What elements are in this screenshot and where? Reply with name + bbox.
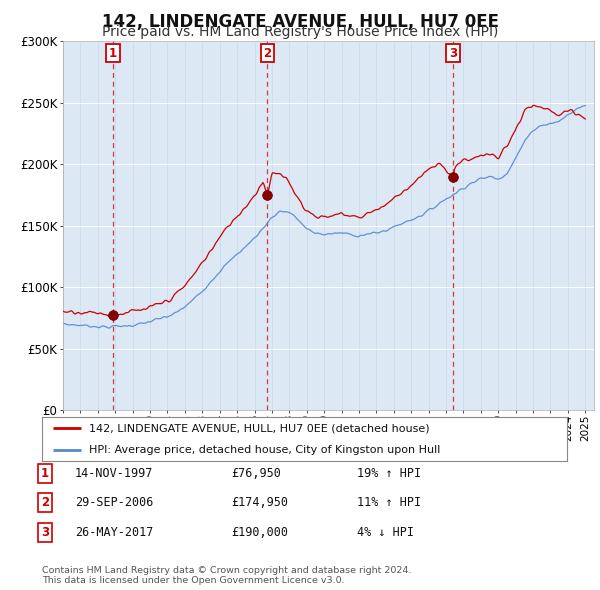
Text: £76,950: £76,950: [231, 467, 281, 480]
Text: 2: 2: [41, 496, 49, 509]
Text: 142, LINDENGATE AVENUE, HULL, HU7 0EE (detached house): 142, LINDENGATE AVENUE, HULL, HU7 0EE (d…: [89, 423, 430, 433]
Text: 3: 3: [449, 47, 457, 60]
Text: Price paid vs. HM Land Registry's House Price Index (HPI): Price paid vs. HM Land Registry's House …: [102, 25, 498, 39]
Text: 1: 1: [109, 47, 117, 60]
Text: 1: 1: [41, 467, 49, 480]
Text: 26-MAY-2017: 26-MAY-2017: [75, 526, 154, 539]
Text: £190,000: £190,000: [231, 526, 288, 539]
Text: £174,950: £174,950: [231, 496, 288, 509]
Text: HPI: Average price, detached house, City of Kingston upon Hull: HPI: Average price, detached house, City…: [89, 445, 440, 455]
Text: Contains HM Land Registry data © Crown copyright and database right 2024.
This d: Contains HM Land Registry data © Crown c…: [42, 566, 412, 585]
Text: 142, LINDENGATE AVENUE, HULL, HU7 0EE: 142, LINDENGATE AVENUE, HULL, HU7 0EE: [101, 13, 499, 31]
Text: 29-SEP-2006: 29-SEP-2006: [75, 496, 154, 509]
Text: 3: 3: [41, 526, 49, 539]
Text: 19% ↑ HPI: 19% ↑ HPI: [357, 467, 421, 480]
Text: 14-NOV-1997: 14-NOV-1997: [75, 467, 154, 480]
Text: 2: 2: [263, 47, 271, 60]
Text: 11% ↑ HPI: 11% ↑ HPI: [357, 496, 421, 509]
Text: 4% ↓ HPI: 4% ↓ HPI: [357, 526, 414, 539]
